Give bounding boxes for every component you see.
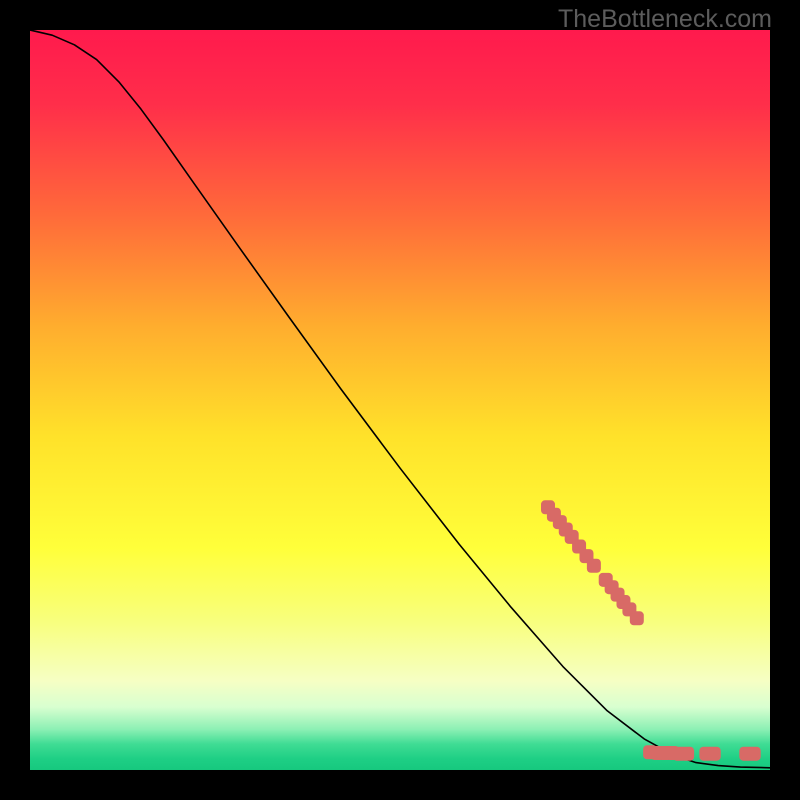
data-marker xyxy=(587,559,601,573)
watermark-text: TheBottleneck.com xyxy=(558,5,772,34)
chart-frame: TheBottleneck.com xyxy=(0,0,800,800)
data-marker xyxy=(630,611,644,625)
gradient-background xyxy=(30,30,770,770)
plot-svg xyxy=(30,30,770,770)
data-marker xyxy=(707,747,721,761)
data-marker xyxy=(747,747,761,761)
data-marker xyxy=(680,747,694,761)
plot-area xyxy=(30,30,770,770)
